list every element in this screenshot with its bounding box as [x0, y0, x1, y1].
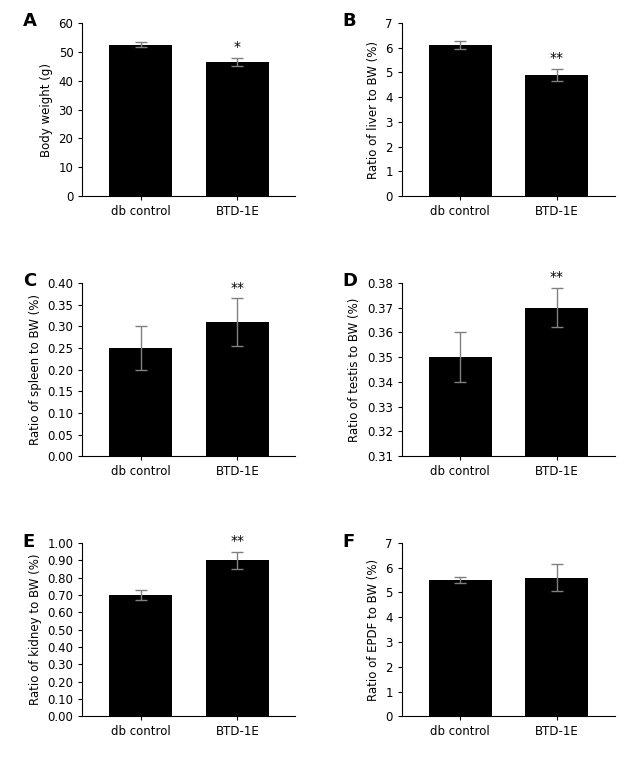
Bar [526, 75, 588, 196]
Bar [526, 308, 588, 762]
Text: **: ** [550, 271, 564, 284]
Y-axis label: Ratio of EPDF to BW (%): Ratio of EPDF to BW (%) [367, 559, 380, 701]
Bar [109, 348, 172, 456]
Text: D: D [342, 273, 358, 290]
Text: **: ** [230, 534, 244, 548]
Text: B: B [342, 12, 356, 30]
Y-axis label: Body weight (g): Body weight (g) [40, 62, 53, 156]
Y-axis label: Ratio of testis to BW (%): Ratio of testis to BW (%) [348, 297, 361, 442]
Bar [429, 357, 491, 762]
Bar [109, 44, 172, 196]
Y-axis label: Ratio of spleen to BW (%): Ratio of spleen to BW (%) [29, 294, 42, 445]
Bar [429, 45, 491, 196]
Y-axis label: Ratio of liver to BW (%): Ratio of liver to BW (%) [367, 40, 380, 178]
Text: **: ** [230, 280, 244, 295]
Bar [206, 62, 269, 196]
Bar [109, 595, 172, 716]
Bar [526, 578, 588, 716]
Text: F: F [342, 533, 354, 550]
Y-axis label: Ratio of kidney to BW (%): Ratio of kidney to BW (%) [29, 554, 42, 706]
Bar [206, 560, 269, 716]
Text: *: * [234, 40, 241, 54]
Text: A: A [23, 12, 37, 30]
Bar [206, 322, 269, 456]
Bar [429, 580, 491, 716]
Text: E: E [23, 533, 35, 550]
Text: C: C [23, 273, 36, 290]
Text: **: ** [550, 51, 564, 66]
